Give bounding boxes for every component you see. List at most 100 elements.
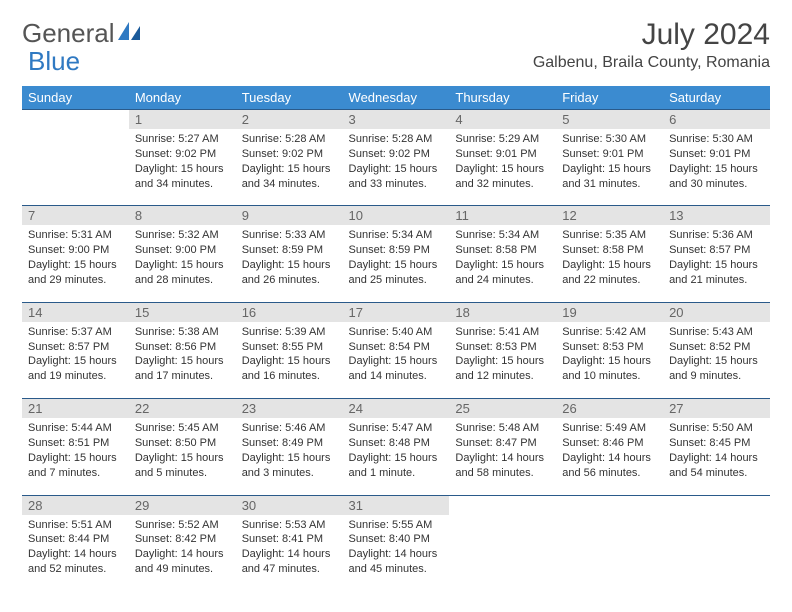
day-details: Sunrise: 5:31 AMSunset: 9:00 PMDaylight:… xyxy=(22,225,129,293)
day-number-cell xyxy=(556,495,663,515)
sunrise-text: Sunrise: 5:46 AM xyxy=(242,421,337,436)
location: Galbenu, Braila County, Romania xyxy=(533,54,770,72)
daylight-text: Daylight: 15 hours and 21 minutes. xyxy=(669,258,764,288)
day-number-cell: 27 xyxy=(663,399,770,419)
sunset-text: Sunset: 8:48 PM xyxy=(349,436,444,451)
sunset-text: Sunset: 8:55 PM xyxy=(242,340,337,355)
day-number-cell: 17 xyxy=(343,302,450,322)
day-content-cell: Sunrise: 5:53 AMSunset: 8:41 PMDaylight:… xyxy=(236,515,343,591)
day-details: Sunrise: 5:52 AMSunset: 8:42 PMDaylight:… xyxy=(129,515,236,583)
daylight-text: Daylight: 15 hours and 9 minutes. xyxy=(669,354,764,384)
month-title: July 2024 xyxy=(533,18,770,52)
day-content-cell: Sunrise: 5:52 AMSunset: 8:42 PMDaylight:… xyxy=(129,515,236,591)
day-content-row: Sunrise: 5:37 AMSunset: 8:57 PMDaylight:… xyxy=(22,322,770,399)
daylight-text: Daylight: 15 hours and 17 minutes. xyxy=(135,354,230,384)
day-details: Sunrise: 5:30 AMSunset: 9:01 PMDaylight:… xyxy=(663,129,770,197)
sunset-text: Sunset: 9:02 PM xyxy=(135,147,230,162)
day-details: Sunrise: 5:33 AMSunset: 8:59 PMDaylight:… xyxy=(236,225,343,293)
sunrise-text: Sunrise: 5:30 AM xyxy=(669,132,764,147)
sunrise-text: Sunrise: 5:51 AM xyxy=(28,518,123,533)
day-details: Sunrise: 5:30 AMSunset: 9:01 PMDaylight:… xyxy=(556,129,663,197)
day-details: Sunrise: 5:46 AMSunset: 8:49 PMDaylight:… xyxy=(236,418,343,486)
sunrise-text: Sunrise: 5:28 AM xyxy=(242,132,337,147)
sunset-text: Sunset: 8:59 PM xyxy=(242,243,337,258)
day-number-cell: 15 xyxy=(129,302,236,322)
sunrise-text: Sunrise: 5:37 AM xyxy=(28,325,123,340)
daylight-text: Daylight: 15 hours and 1 minute. xyxy=(349,451,444,481)
day-number-cell: 18 xyxy=(449,302,556,322)
day-content-cell: Sunrise: 5:46 AMSunset: 8:49 PMDaylight:… xyxy=(236,418,343,495)
day-content-cell: Sunrise: 5:42 AMSunset: 8:53 PMDaylight:… xyxy=(556,322,663,399)
day-number-cell: 8 xyxy=(129,206,236,226)
day-details: Sunrise: 5:35 AMSunset: 8:58 PMDaylight:… xyxy=(556,225,663,293)
sunset-text: Sunset: 8:59 PM xyxy=(349,243,444,258)
day-content-row: Sunrise: 5:27 AMSunset: 9:02 PMDaylight:… xyxy=(22,129,770,206)
day-details: Sunrise: 5:36 AMSunset: 8:57 PMDaylight:… xyxy=(663,225,770,293)
day-content-cell: Sunrise: 5:32 AMSunset: 9:00 PMDaylight:… xyxy=(129,225,236,302)
sunset-text: Sunset: 8:49 PM xyxy=(242,436,337,451)
sunset-text: Sunset: 8:47 PM xyxy=(455,436,550,451)
day-number-cell: 5 xyxy=(556,110,663,130)
sunset-text: Sunset: 8:58 PM xyxy=(455,243,550,258)
day-details: Sunrise: 5:45 AMSunset: 8:50 PMDaylight:… xyxy=(129,418,236,486)
day-number-row: 28293031 xyxy=(22,495,770,515)
day-content-cell: Sunrise: 5:34 AMSunset: 8:58 PMDaylight:… xyxy=(449,225,556,302)
day-content-cell: Sunrise: 5:48 AMSunset: 8:47 PMDaylight:… xyxy=(449,418,556,495)
day-details: Sunrise: 5:42 AMSunset: 8:53 PMDaylight:… xyxy=(556,322,663,390)
weekday-header: Thursday xyxy=(449,86,556,110)
daylight-text: Daylight: 15 hours and 5 minutes. xyxy=(135,451,230,481)
sunrise-text: Sunrise: 5:43 AM xyxy=(669,325,764,340)
daylight-text: Daylight: 15 hours and 34 minutes. xyxy=(242,162,337,192)
day-number-cell: 23 xyxy=(236,399,343,419)
daylight-text: Daylight: 15 hours and 3 minutes. xyxy=(242,451,337,481)
sunset-text: Sunset: 8:42 PM xyxy=(135,532,230,547)
daylight-text: Daylight: 15 hours and 14 minutes. xyxy=(349,354,444,384)
sunset-text: Sunset: 8:44 PM xyxy=(28,532,123,547)
day-details: Sunrise: 5:47 AMSunset: 8:48 PMDaylight:… xyxy=(343,418,450,486)
daylight-text: Daylight: 15 hours and 16 minutes. xyxy=(242,354,337,384)
weekday-header: Sunday xyxy=(22,86,129,110)
sunrise-text: Sunrise: 5:32 AM xyxy=(135,228,230,243)
sunset-text: Sunset: 8:50 PM xyxy=(135,436,230,451)
sunrise-text: Sunrise: 5:38 AM xyxy=(135,325,230,340)
daylight-text: Daylight: 14 hours and 52 minutes. xyxy=(28,547,123,577)
day-content-cell: Sunrise: 5:43 AMSunset: 8:52 PMDaylight:… xyxy=(663,322,770,399)
sunrise-text: Sunrise: 5:35 AM xyxy=(562,228,657,243)
day-number-row: 21222324252627 xyxy=(22,399,770,419)
daylight-text: Daylight: 15 hours and 25 minutes. xyxy=(349,258,444,288)
sunrise-text: Sunrise: 5:45 AM xyxy=(135,421,230,436)
daylight-text: Daylight: 15 hours and 19 minutes. xyxy=(28,354,123,384)
day-number-cell: 2 xyxy=(236,110,343,130)
daylight-text: Daylight: 15 hours and 12 minutes. xyxy=(455,354,550,384)
daylight-text: Daylight: 15 hours and 34 minutes. xyxy=(135,162,230,192)
day-number-cell: 29 xyxy=(129,495,236,515)
day-content-cell: Sunrise: 5:28 AMSunset: 9:02 PMDaylight:… xyxy=(236,129,343,206)
day-number-cell: 19 xyxy=(556,302,663,322)
day-content-cell: Sunrise: 5:51 AMSunset: 8:44 PMDaylight:… xyxy=(22,515,129,591)
weekday-header: Tuesday xyxy=(236,86,343,110)
day-content-cell: Sunrise: 5:33 AMSunset: 8:59 PMDaylight:… xyxy=(236,225,343,302)
day-content-cell xyxy=(22,129,129,206)
title-block: July 2024 Galbenu, Braila County, Romani… xyxy=(533,18,770,72)
sunset-text: Sunset: 8:56 PM xyxy=(135,340,230,355)
sunset-text: Sunset: 8:41 PM xyxy=(242,532,337,547)
day-details: Sunrise: 5:39 AMSunset: 8:55 PMDaylight:… xyxy=(236,322,343,390)
daylight-text: Daylight: 15 hours and 31 minutes. xyxy=(562,162,657,192)
daylight-text: Daylight: 15 hours and 26 minutes. xyxy=(242,258,337,288)
sunrise-text: Sunrise: 5:52 AM xyxy=(135,518,230,533)
daylight-text: Daylight: 14 hours and 58 minutes. xyxy=(455,451,550,481)
weekday-header: Monday xyxy=(129,86,236,110)
sunset-text: Sunset: 9:00 PM xyxy=(28,243,123,258)
daylight-text: Daylight: 14 hours and 45 minutes. xyxy=(349,547,444,577)
sunrise-text: Sunrise: 5:27 AM xyxy=(135,132,230,147)
day-content-cell: Sunrise: 5:31 AMSunset: 9:00 PMDaylight:… xyxy=(22,225,129,302)
day-number-cell: 22 xyxy=(129,399,236,419)
day-details: Sunrise: 5:37 AMSunset: 8:57 PMDaylight:… xyxy=(22,322,129,390)
sunset-text: Sunset: 8:53 PM xyxy=(562,340,657,355)
daylight-text: Daylight: 14 hours and 49 minutes. xyxy=(135,547,230,577)
day-number-cell: 6 xyxy=(663,110,770,130)
day-number-cell xyxy=(663,495,770,515)
day-details: Sunrise: 5:53 AMSunset: 8:41 PMDaylight:… xyxy=(236,515,343,583)
weekday-header: Saturday xyxy=(663,86,770,110)
day-details: Sunrise: 5:34 AMSunset: 8:59 PMDaylight:… xyxy=(343,225,450,293)
